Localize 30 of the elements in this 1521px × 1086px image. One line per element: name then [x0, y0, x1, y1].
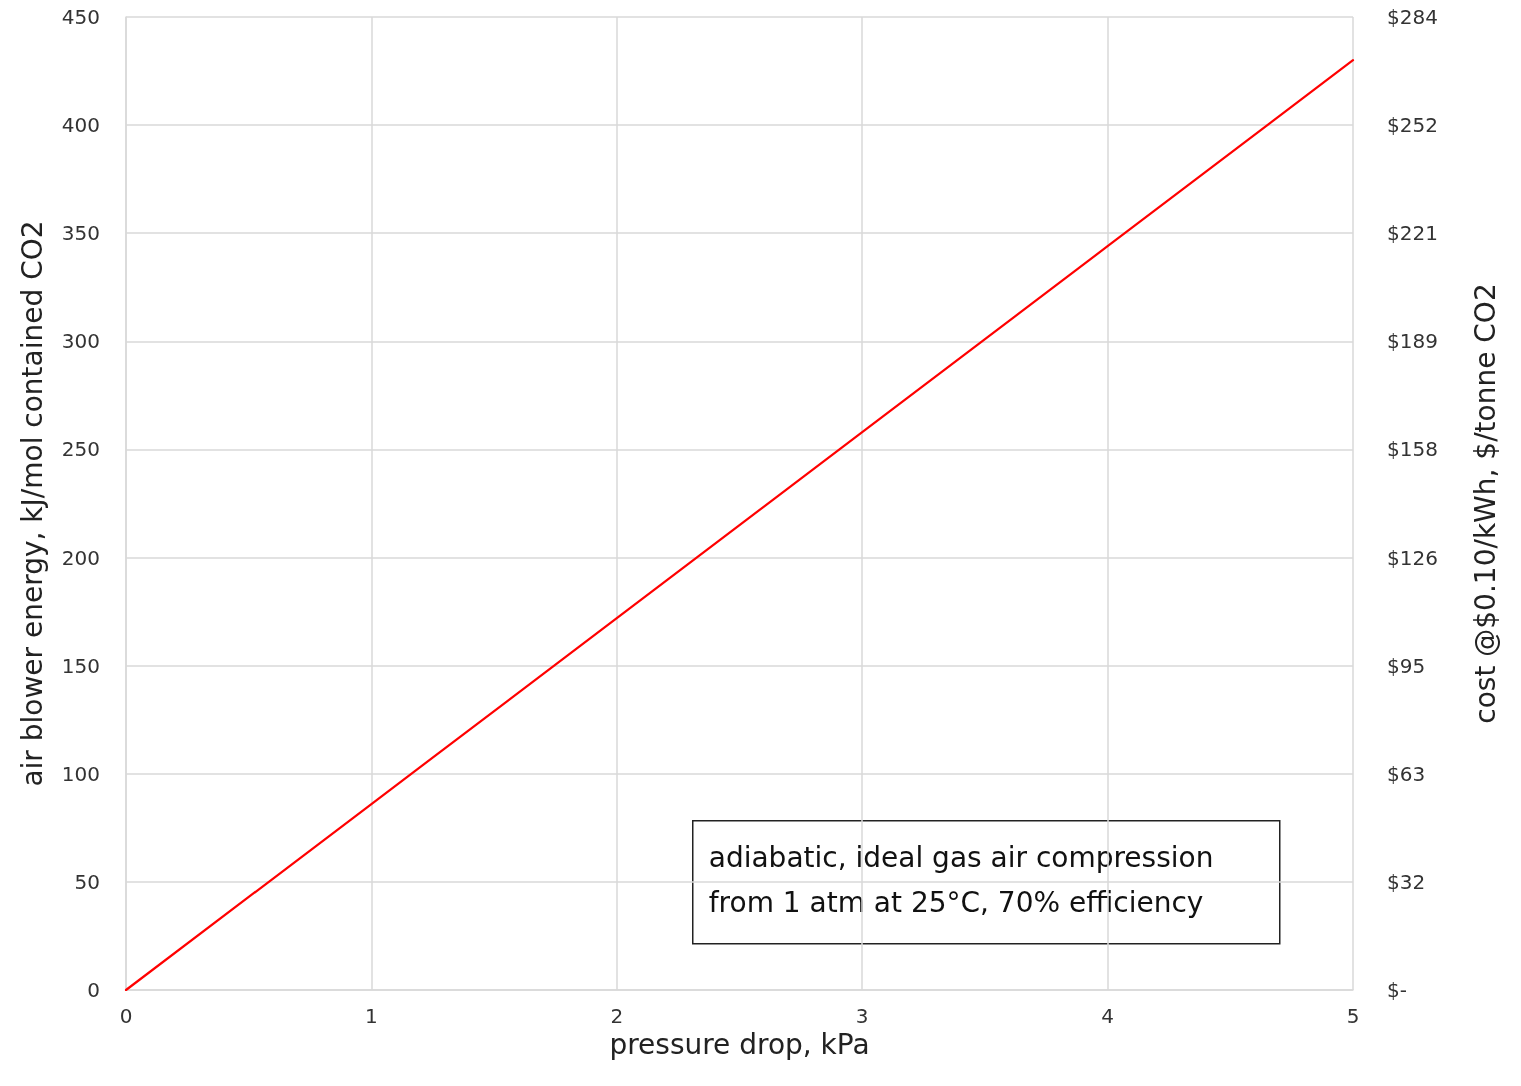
y2-tick-label: $63	[1387, 761, 1426, 786]
y-tick-label: 100	[61, 761, 100, 786]
x-tick-label: 0	[119, 1004, 133, 1028]
y2-tick-label: $-	[1387, 978, 1407, 1002]
y-tick-label: 150	[61, 653, 100, 678]
x-tick-label: 2	[610, 1004, 624, 1028]
y2-tick-label: $126	[1387, 545, 1438, 570]
x-tick-label: 3	[855, 1004, 869, 1028]
y2-tick-label: $221	[1387, 221, 1438, 246]
y2-tick-label: $189	[1387, 329, 1438, 354]
y2-tick-label: $158	[1387, 437, 1438, 462]
y-tick-label: 200	[61, 545, 100, 570]
y2-tick-label: $252	[1387, 113, 1438, 138]
y-tick-label: 400	[61, 113, 100, 138]
y2-axis-title: cost @$0.10/kWh, $/tonne CO2	[1468, 283, 1502, 724]
y-tick-label: 0	[87, 978, 100, 1002]
y-tick-label: 250	[61, 437, 100, 462]
y2-tick-label: $95	[1387, 653, 1426, 678]
y2-tick-label: $32	[1387, 869, 1426, 894]
x-axis-title: pressure drop, kPa	[609, 1028, 870, 1062]
x-tick-label: 1	[365, 1004, 378, 1028]
x-tick-label: 5	[1346, 1004, 1360, 1028]
y-tick-label: 450	[61, 5, 100, 29]
x-tick-label: 4	[1101, 1004, 1114, 1028]
y-tick-label: 300	[61, 329, 100, 354]
y2-tick-label: $284	[1387, 5, 1438, 29]
annotation: adiabatic, ideal gas air compression from 1 atm at 25°C, 70% efficiency	[708, 840, 1214, 919]
y-axis-title: air blower energy, kJ/mol contained CO2	[15, 220, 49, 787]
y-tick-label: 350	[61, 221, 100, 246]
y-tick-label: 50	[74, 869, 100, 894]
